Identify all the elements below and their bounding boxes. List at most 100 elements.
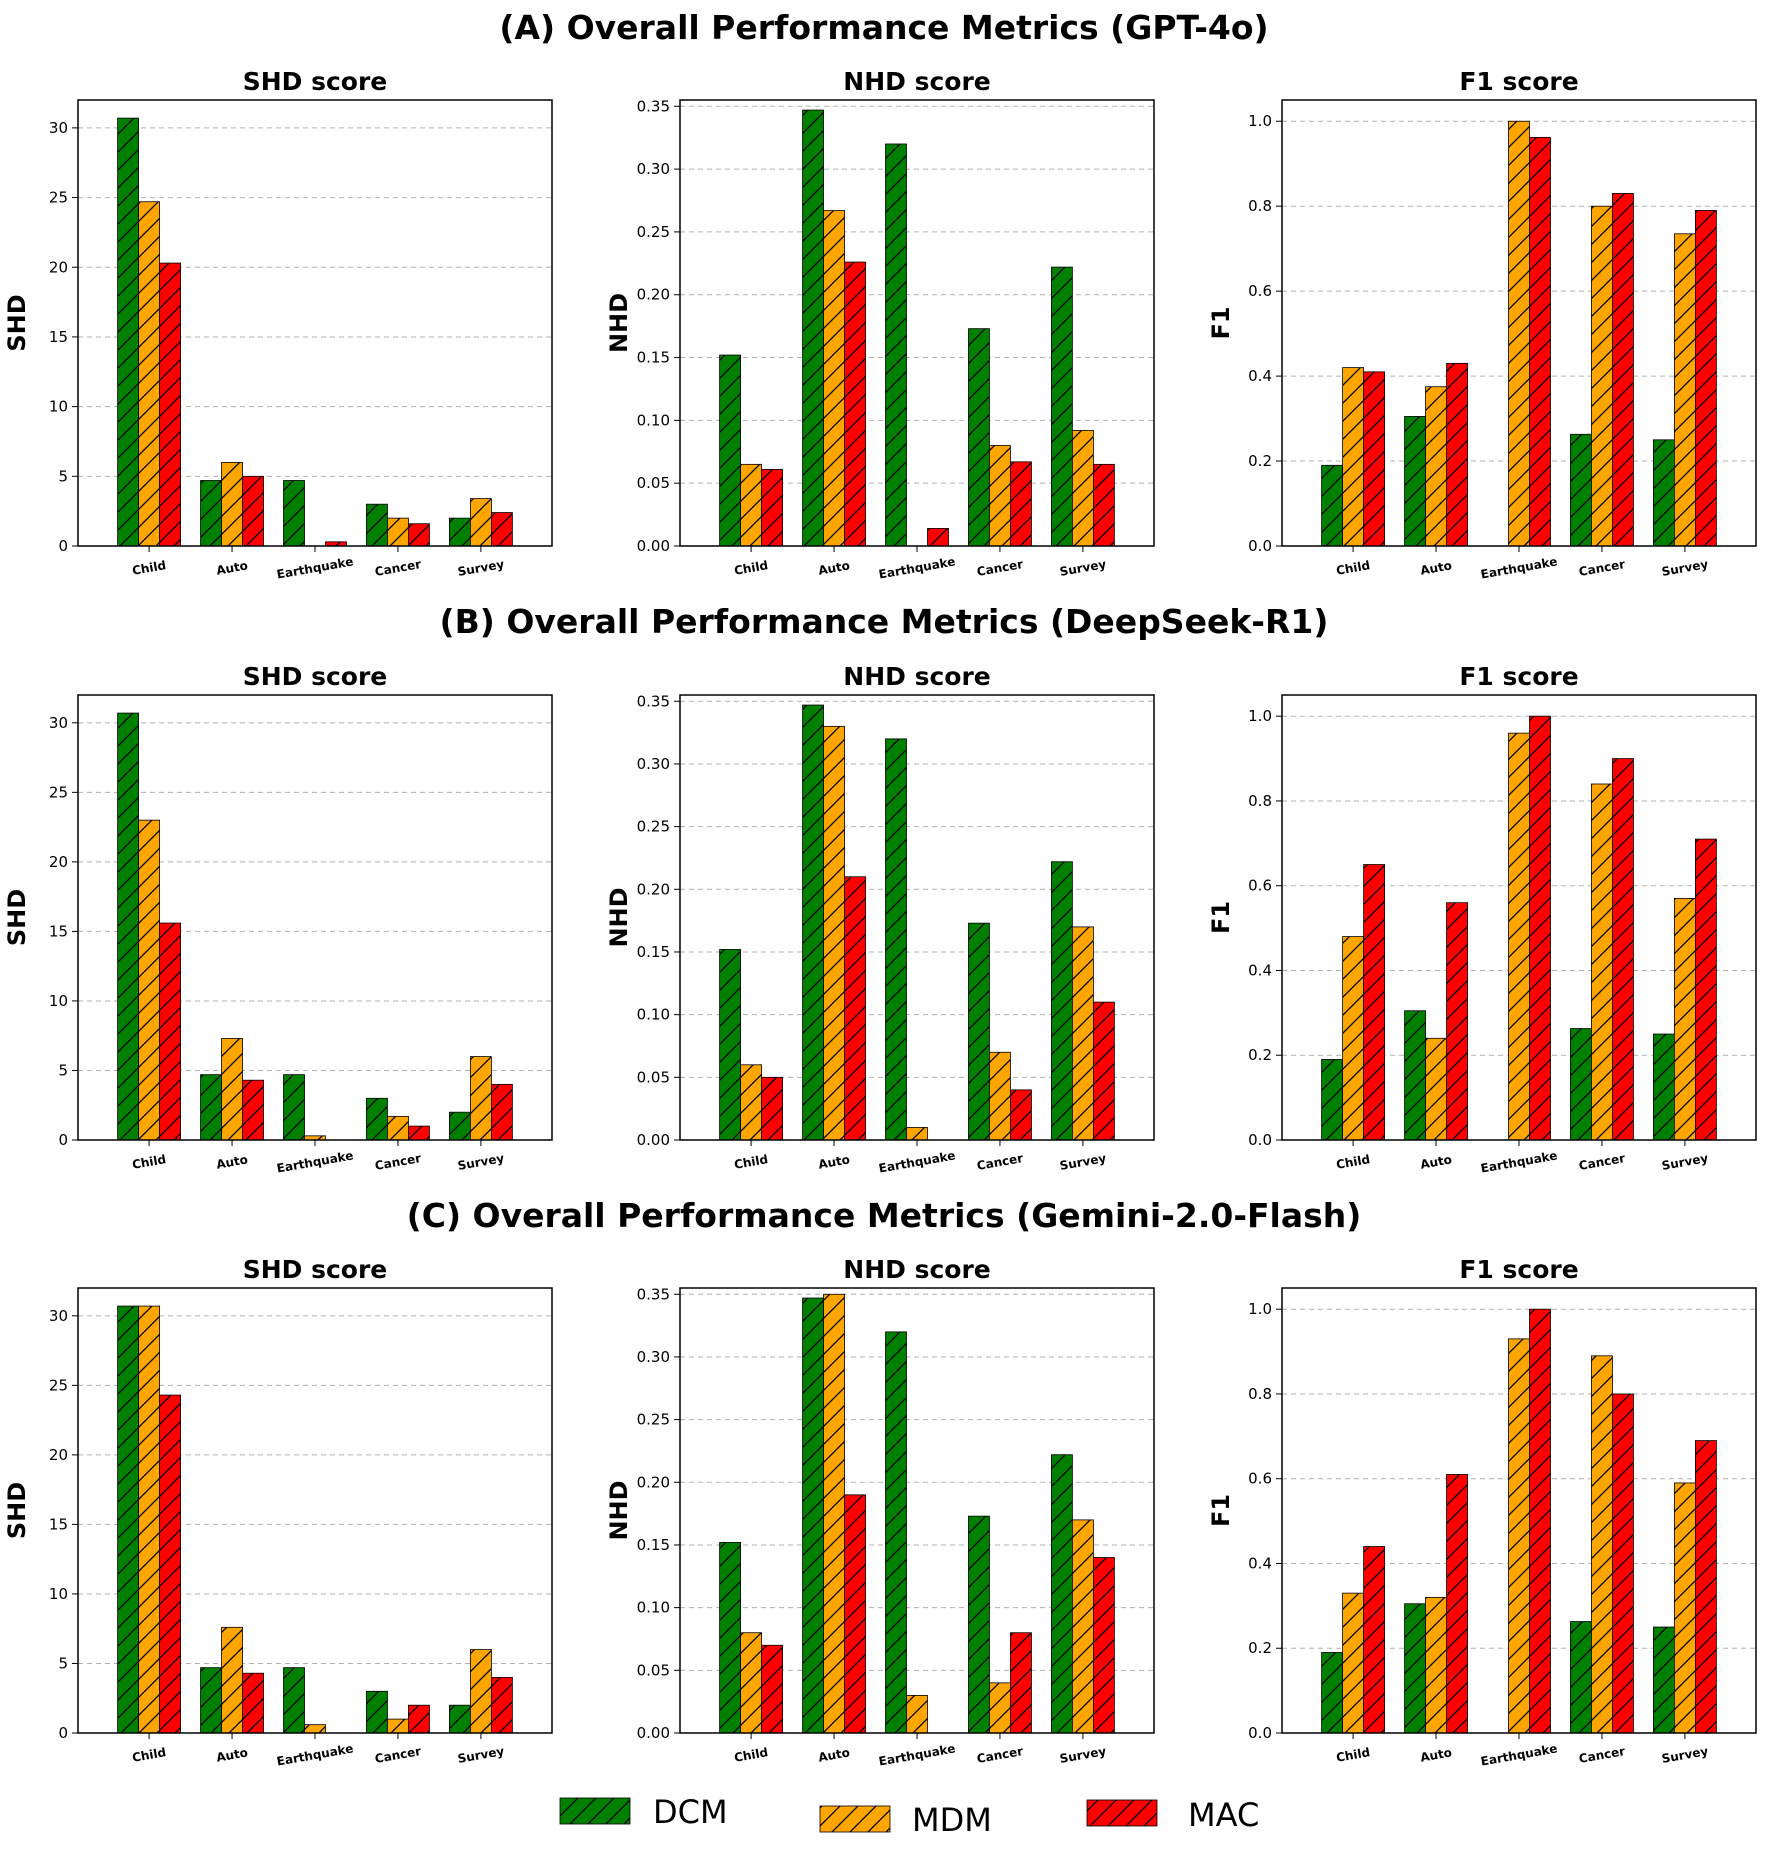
y-axis-label: SHD [3,889,31,946]
y-axis-label: NHD [605,887,633,947]
y-tick-label: 0.6 [1248,1470,1272,1488]
y-tick-label: 25 [49,189,68,207]
x-tick-label: Survey [1059,1744,1108,1766]
bar-hatch [221,462,243,546]
bar-hatch [283,1667,305,1733]
bar-hatch [823,726,845,1140]
x-tick-label: Child [1335,1745,1371,1765]
y-axis-label: NHD [605,1480,633,1540]
bar-hatch [1695,210,1717,546]
bar-hatch [802,705,824,1140]
axes-frame [679,1287,1155,1734]
bar-hatch [283,480,305,546]
bar-hatch [117,713,139,1140]
bar-hatch [1321,465,1343,546]
panel-title: F1 score [1459,1255,1578,1284]
y-tick-label: 0.00 [637,1131,670,1149]
bar-hatch [1425,1038,1447,1140]
chart-panel: 0.00 0.05 0.10 0.15 0.20 0.25 0.30 0.35 Child Aut… [605,1255,1155,1769]
y-tick-label: 0.35 [637,97,670,115]
chart-panel: 0.0 0.2 0.4 0.6 0.8 1.0 Child Auto Earthquake Can… [1207,662,1757,1176]
bar-hatch [366,1691,388,1733]
y-tick-label: 30 [49,1307,68,1325]
bar-hatch [491,1677,513,1733]
y-tick-label: 1.0 [1248,1300,1272,1318]
bar-hatch [740,1064,762,1140]
bar-hatch [242,476,264,546]
bar-hatch [823,1294,845,1733]
legend-swatch-hatch [560,1798,630,1824]
bar-hatch [1093,464,1115,546]
bar-hatch [1446,902,1468,1140]
x-tick-label: Auto [817,558,851,577]
bar-hatch [1653,1034,1675,1140]
y-tick-label: 0 [58,1724,68,1742]
x-tick-label: Child [131,1152,167,1172]
bar-hatch [906,1127,928,1140]
bar-hatch [1529,137,1551,547]
bar-hatch [117,118,139,547]
y-tick-label: 0.10 [637,1599,670,1617]
bar-hatch [221,1627,243,1733]
y-tick-label: 0.15 [637,943,670,961]
y-tick-label: 0.25 [637,223,670,241]
y-tick-label: 5 [58,467,68,485]
bar-hatch [200,480,222,546]
y-tick-label: 0.20 [637,880,670,898]
bar-hatch [138,820,160,1140]
x-tick-label: Child [1335,1152,1371,1172]
section-title: (B) Overall Performance Metrics (DeepSee… [440,602,1329,641]
section-title: (A) Overall Performance Metrics (GPT-4o) [499,8,1268,47]
x-tick-label: Auto [1419,1152,1453,1171]
y-tick-label: 0 [58,537,68,555]
y-tick-label: 0.6 [1248,877,1272,895]
y-tick-label: 0.20 [637,1473,670,1491]
bar-hatch [719,355,741,546]
bar-hatch [159,263,181,546]
y-tick-label: 0.2 [1248,1046,1272,1064]
panel-title: SHD score [243,662,388,691]
y-tick-label: 0.05 [637,474,670,492]
bar-hatch [1695,1440,1717,1733]
legend-swatch-hatch [820,1806,890,1832]
bar-hatch [740,464,762,546]
bar-hatch [242,1673,264,1733]
bar-hatch [885,143,907,546]
bar-hatch [366,1098,388,1140]
bar-hatch [304,1724,326,1733]
bar-hatch [1612,193,1634,546]
y-tick-label: 0.0 [1248,1131,1272,1149]
axes-frame [679,694,1155,1141]
x-tick-label: Earthquake [276,554,355,581]
bar-hatch [138,201,160,546]
bar-hatch [1072,430,1094,546]
y-tick-label: 0.00 [637,537,670,555]
bar-hatch [1010,461,1032,546]
legend: DCM MDM MAC [559,1793,1259,1839]
x-tick-label: Cancer [1578,557,1626,579]
bar-hatch [1342,1593,1364,1733]
y-tick-label: 0 [58,1131,68,1149]
y-tick-label: 0.10 [637,1006,670,1024]
bar-hatch [1404,1603,1426,1733]
x-tick-label: Survey [1059,1151,1108,1173]
bar-hatch [1529,716,1551,1140]
x-tick-label: Auto [817,1745,851,1764]
bar-hatch [200,1667,222,1733]
bar-hatch [1342,936,1364,1140]
y-tick-label: 25 [49,783,68,801]
y-tick-label: 0.2 [1248,452,1272,470]
x-tick-label: Cancer [374,1151,422,1173]
x-tick-label: Survey [1661,1151,1710,1173]
y-tick-label: 0.00 [637,1724,670,1742]
bar-hatch [1010,1089,1032,1140]
bar-hatch [470,498,492,546]
bar-hatch [325,541,347,546]
y-tick-label: 0.4 [1248,961,1272,979]
chart-panel: 0 5 10 15 20 25 30 Child Auto Earthquake Cancer Sur… [3,1255,553,1769]
x-tick-label: Cancer [976,1151,1024,1173]
y-tick-label: 1.0 [1248,707,1272,725]
bar-hatch [159,923,181,1140]
x-tick-label: Child [733,558,769,578]
